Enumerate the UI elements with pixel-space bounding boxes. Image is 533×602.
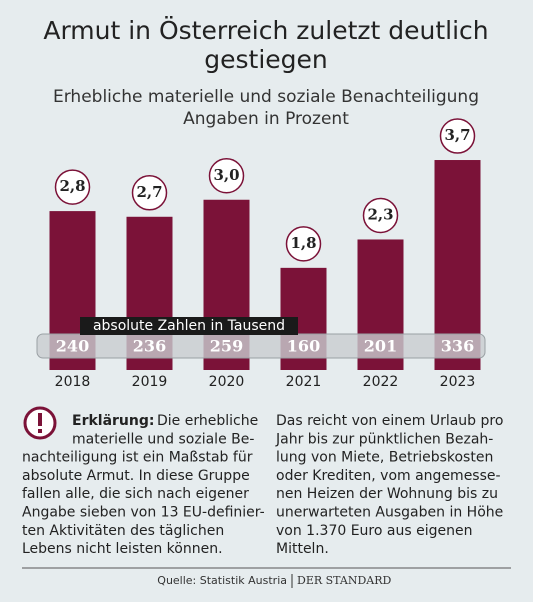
value-label-circle	[285, 226, 322, 262]
absolute-label: absolute Zahlen in Tausend	[93, 318, 285, 334]
x-tick-label: 2019	[132, 374, 168, 390]
note-line: Mitteln.	[276, 541, 329, 557]
absolute-band	[36, 333, 486, 359]
value-label: 2,3	[367, 205, 393, 223]
note-line: absolute Armut. In diese Gruppe	[22, 468, 250, 484]
subtitle: Angaben in Prozent	[183, 109, 349, 129]
note-label: Erklärung:	[72, 413, 154, 429]
x-tick-label: 2021	[286, 374, 322, 390]
note-line: oder Krediten, vom angemesse-	[276, 468, 501, 484]
absolute-value: 160	[287, 337, 320, 356]
x-tick-label: 2023	[440, 374, 476, 390]
note-line: unerwarteten Ausgaben in Höhe	[276, 505, 503, 521]
value-label: 3,7	[444, 126, 470, 144]
value-label-circle	[131, 175, 168, 211]
x-tick-label: 2022	[363, 374, 399, 390]
info-icon	[38, 413, 42, 426]
note: Erklärung: Die erhebliche materielle und s…	[22, 413, 503, 557]
absolute-value: 236	[133, 337, 166, 356]
info-icon	[38, 429, 42, 433]
note-line: Jahr bis zur pünktlichen Bezah-	[275, 431, 493, 447]
note-line: materielle und soziale Be-	[72, 431, 254, 447]
chart-title: gestiegen	[204, 45, 328, 74]
note-line: von 1.370 Euro aus eigenen	[276, 523, 472, 539]
absolute-value: 240	[56, 337, 89, 356]
publisher: DER STANDARD	[297, 574, 392, 587]
note-line: nen Heizen der Wohnung bis zu	[276, 486, 498, 502]
note-line: lung von Miete, Betriebskosten	[276, 450, 493, 466]
x-tick-label: 2020	[209, 374, 245, 390]
note-line: Angabe sieben von 13 EU-definier-	[22, 505, 265, 521]
absolute-value: 336	[441, 337, 474, 356]
chart-title: Armut in Österreich zuletzt deutlich	[43, 16, 488, 45]
note-line: Die erhebliche	[157, 413, 258, 429]
value-label: 2,7	[136, 183, 162, 201]
value-label-circle	[362, 197, 399, 234]
absolute-label-box	[80, 317, 298, 335]
absolute-values: 240 236 259 160 201 336	[56, 337, 474, 356]
value-label: 2,8	[59, 177, 85, 195]
value-label: 3,0	[213, 166, 239, 184]
value-label-circle	[439, 118, 476, 154]
source: Quelle: Statistik Austria	[157, 574, 287, 587]
note-line: Das reicht von einem Urlaub pro	[276, 413, 503, 429]
absolute-value: 259	[210, 337, 243, 356]
value-label-circle	[54, 169, 91, 205]
value-label: 1,8	[290, 234, 316, 252]
note-line: ten Aktivitäten des täglichen	[22, 523, 224, 539]
x-tick-label: 2018	[55, 374, 91, 390]
note-line: Lebens nicht leisten können.	[22, 541, 223, 557]
absolute-value: 201	[364, 337, 397, 356]
value-label-circle	[208, 158, 245, 194]
note-line: nachteiligung ist ein Maßstab für	[22, 450, 253, 466]
note-line: fallen alle, die sich nach eigener	[22, 486, 249, 502]
subtitle: Erhebliche materielle und soziale Benach…	[53, 87, 479, 107]
